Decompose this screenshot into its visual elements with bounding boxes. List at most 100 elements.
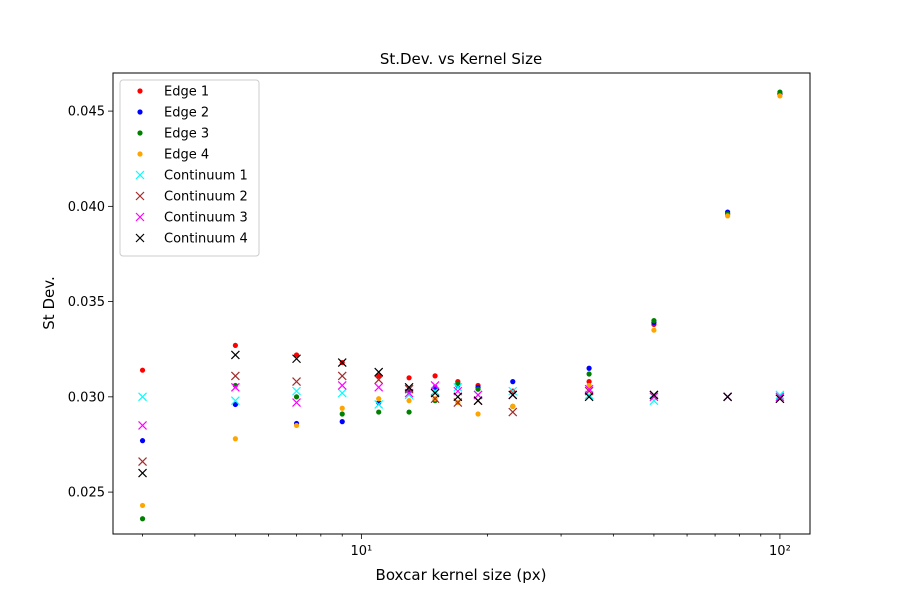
legend-label: Continuum 2 xyxy=(164,190,248,205)
data-point xyxy=(406,375,412,381)
data-point xyxy=(775,394,785,404)
legend-marker xyxy=(135,212,145,222)
data-point xyxy=(777,93,783,99)
x-tick-label: 10¹ xyxy=(350,544,372,559)
legend-marker xyxy=(137,130,143,136)
data-point xyxy=(292,354,301,364)
data-point xyxy=(584,392,594,402)
data-point xyxy=(139,516,146,522)
data-point xyxy=(337,358,347,367)
data-point xyxy=(138,468,147,478)
data-point xyxy=(453,382,463,392)
data-point xyxy=(232,436,238,442)
series-continuum-4 xyxy=(138,350,785,478)
data-point xyxy=(292,398,301,407)
data-point xyxy=(139,502,146,509)
legend-label: Continuum 3 xyxy=(164,211,248,226)
data-point xyxy=(339,405,345,411)
legend-label: Edge 2 xyxy=(164,106,209,121)
data-point xyxy=(649,392,659,402)
legend-label: Edge 3 xyxy=(164,127,209,142)
series-continuum-1 xyxy=(138,382,785,409)
data-point xyxy=(339,419,345,425)
legend-label: Continuum 4 xyxy=(164,232,248,247)
data-point xyxy=(376,396,382,402)
data-point xyxy=(651,318,657,324)
data-point xyxy=(374,367,384,377)
data-point xyxy=(723,392,733,402)
legend-label: Edge 4 xyxy=(164,148,209,163)
data-point xyxy=(337,388,347,398)
y-tick-label: 0.025 xyxy=(68,486,105,501)
data-point xyxy=(586,379,592,385)
data-point xyxy=(508,407,518,417)
data-point xyxy=(473,396,483,406)
data-point xyxy=(293,394,300,400)
axes-frame xyxy=(112,72,811,535)
legend-marker xyxy=(137,88,143,94)
data-point xyxy=(586,365,592,371)
data-point xyxy=(292,386,301,396)
y-tick-label: 0.040 xyxy=(68,200,105,215)
y-axis-label: St Dev. xyxy=(40,276,58,329)
data-point xyxy=(139,367,146,373)
y-tick-label: 0.035 xyxy=(68,295,105,310)
data-point xyxy=(777,89,783,95)
data-point xyxy=(374,400,384,409)
legend-marker xyxy=(137,151,143,157)
y-tick-label: 0.045 xyxy=(68,105,105,120)
data-point xyxy=(230,371,240,381)
x-tick-label: 10² xyxy=(769,544,791,559)
data-point xyxy=(337,380,347,390)
y-axis-ticks: 0.025 0.030 0.035 0.040 0.045 xyxy=(68,105,113,501)
data-point xyxy=(230,350,240,360)
data-point xyxy=(230,382,240,392)
data-point xyxy=(584,384,594,394)
x-axis-ticks: 10¹ 10² xyxy=(142,534,791,559)
data-point xyxy=(138,392,147,402)
data-point xyxy=(404,382,414,392)
data-point xyxy=(453,392,463,402)
data-point xyxy=(293,352,300,358)
data-point xyxy=(138,420,147,430)
legend-label: Continuum 1 xyxy=(164,169,248,184)
data-point xyxy=(508,390,518,400)
legend-marker xyxy=(135,191,145,201)
data-point xyxy=(508,386,518,396)
legend: Edge 1 Edge 2 Edge 3 Edge 4 Continuum 1 Conti… xyxy=(119,79,260,257)
data-point xyxy=(725,213,731,219)
data-point xyxy=(430,380,440,390)
data-point xyxy=(775,392,785,402)
data-point xyxy=(406,398,412,404)
data-point xyxy=(475,411,481,417)
data-point xyxy=(232,342,238,349)
data-point xyxy=(455,380,461,387)
data-point xyxy=(374,375,384,385)
data-point xyxy=(406,409,412,415)
data-point xyxy=(586,371,592,377)
data-point xyxy=(586,382,592,389)
chart-title: St.Dev. vs Kernel Size xyxy=(380,50,542,68)
data-point xyxy=(510,403,516,409)
data-point xyxy=(337,371,347,381)
data-point xyxy=(649,390,659,400)
data-point xyxy=(430,388,440,398)
legend-box xyxy=(119,79,260,257)
legend-label: Edge 1 xyxy=(164,85,209,100)
data-point xyxy=(775,390,785,400)
legend-marker xyxy=(137,109,143,115)
data-point xyxy=(232,401,238,408)
data-point xyxy=(376,409,382,415)
legend-marker xyxy=(135,233,145,243)
data-point xyxy=(432,373,438,379)
legend-marker xyxy=(135,170,145,180)
data-point xyxy=(374,382,384,392)
data-point xyxy=(404,384,414,394)
data-point xyxy=(139,438,146,444)
data-point xyxy=(138,457,147,467)
data-point xyxy=(293,422,300,429)
data-point xyxy=(292,377,301,387)
data-point xyxy=(651,327,657,333)
data-point xyxy=(339,411,345,417)
